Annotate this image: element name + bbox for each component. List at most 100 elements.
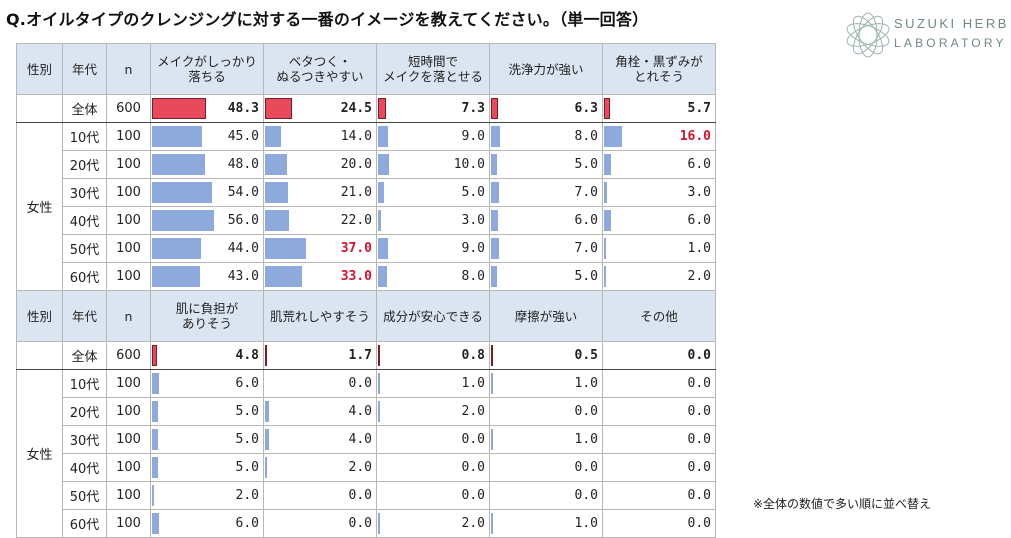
value-label: 3.0 [461,213,485,228]
bar-mark [265,401,269,422]
value-label: 54.0 [227,185,259,200]
bar-cell: 0.0 [602,453,716,482]
bar-cell: 1.0 [602,234,716,263]
value-label: 43.0 [227,269,259,284]
sample-size: 100 [106,206,151,235]
logo-text-bottom: LABORATORY [894,36,1007,50]
bar-mark [265,154,287,175]
value-label: 7.0 [574,241,598,256]
bar-cell: 6.3 [489,94,603,123]
value-label: 0.0 [574,404,598,419]
age-label: 40代 [62,453,107,482]
bar-cell: 8.0 [376,262,490,291]
value-label: 2.0 [235,488,259,503]
bar-cell: 7.0 [489,178,603,207]
bar-mark [378,401,380,422]
sample-size: 600 [106,94,151,123]
value-label: 5.0 [235,460,259,475]
value-label: 8.0 [461,269,485,284]
header-row: 性別 年代 n 肌に負担が ありそう 肌荒れしやすそう 成分が安心できる 摩擦が強い その他 [16,290,716,342]
bar-cell: 4.0 [263,397,377,426]
age-label: 30代 [62,425,107,454]
bar-mark [152,457,158,478]
header-n: n [106,43,151,95]
bar-cell: 0.8 [376,341,490,370]
bar-cell: 0.0 [263,369,377,398]
sample-size: 100 [106,234,151,263]
bar-cell: 56.0 [150,206,264,235]
value-label: 4.0 [348,432,372,447]
bar-cell: 4.0 [263,425,377,454]
value-label: 0.0 [687,488,711,503]
bar-cell: 37.0 [263,234,377,263]
bar-cell: 2.0 [376,509,490,538]
header-column-label: 摩擦が強い [489,290,603,342]
bar-mark [491,266,497,287]
value-label: 0.0 [687,404,711,419]
bar-mark [491,210,498,231]
bar-cell: 16.0 [602,122,716,151]
header-column-label: その他 [602,290,716,342]
sample-size: 100 [106,397,151,426]
table-row: 全体 600 4.8 1.7 0.8 0.5 0.0 [16,341,716,370]
age-label: 50代 [62,481,107,510]
bar-cell: 2.0 [602,262,716,291]
bar-cell: 10.0 [376,150,490,179]
bar-mark [378,373,380,394]
age-label: 60代 [62,509,107,538]
value-label: 4.0 [348,404,372,419]
bar-cell: 43.0 [150,262,264,291]
value-label: 37.0 [340,241,372,256]
bar-mark [378,513,380,534]
bar-cell: 21.0 [263,178,377,207]
age-label: 全体 [62,94,107,123]
value-label: 0.0 [687,432,711,447]
bar-cell: 6.0 [150,369,264,398]
value-label: 0.0 [687,348,711,363]
bar-cell: 0.0 [602,481,716,510]
value-label: 0.0 [461,460,485,475]
question-title: Q.オイルタイプのクレンジングに対する一番のイメージを教えてください。（単一回答… [6,10,649,29]
age-label: 40代 [62,206,107,235]
bar-cell: 0.0 [376,425,490,454]
leaf-emblem-icon [846,12,890,58]
header-gender: 性別 [16,290,63,342]
bar-mark [604,126,622,147]
bar-cell: 0.5 [489,341,603,370]
table-row: 女性 10代 100 45.0 14.0 9.0 8.0 16.0 [16,122,716,291]
bar-cell: 9.0 [376,122,490,151]
bar-cell: 0.0 [602,397,716,426]
table-row: 60代 100 43.0 33.0 8.0 5.0 2.0 [17,262,716,291]
bar-cell: 1.0 [489,425,603,454]
bar-cell: 6.0 [489,206,603,235]
table-row: 40代 100 5.0 2.0 0.0 0.0 0.0 [17,453,716,482]
bar-cell: 2.0 [376,397,490,426]
value-label: 0.0 [348,516,372,531]
value-label: 20.0 [340,157,372,172]
header-column-label: 角栓・黒ずみが とれそう [602,43,716,95]
gender-label: 女性 [16,122,63,291]
bar-cell: 48.3 [150,94,264,123]
bar-cell: 6.0 [602,206,716,235]
bar-mark [265,266,302,287]
value-label: 22.0 [340,213,372,228]
value-label: 9.0 [461,241,485,256]
sample-size: 600 [106,341,151,370]
header-column-label: 洗浄力が強い [489,43,603,95]
value-label: 10.0 [453,157,485,172]
header-column-label: 肌に負担が ありそう [150,290,264,342]
bar-cell: 33.0 [263,262,377,291]
header-column-label: メイクがしっかり 落ちる [150,43,264,95]
bar-mark [604,266,606,287]
bar-mark [378,266,387,287]
bar-mark [265,182,288,203]
bar-mark [265,98,292,119]
bar-mark [152,154,205,175]
value-label: 2.0 [348,460,372,475]
bar-mark [265,210,289,231]
bar-cell: 5.0 [489,262,603,291]
bar-cell: 1.7 [263,341,377,370]
bar-cell: 5.0 [489,150,603,179]
bar-mark [265,238,306,259]
bar-mark [265,345,267,366]
